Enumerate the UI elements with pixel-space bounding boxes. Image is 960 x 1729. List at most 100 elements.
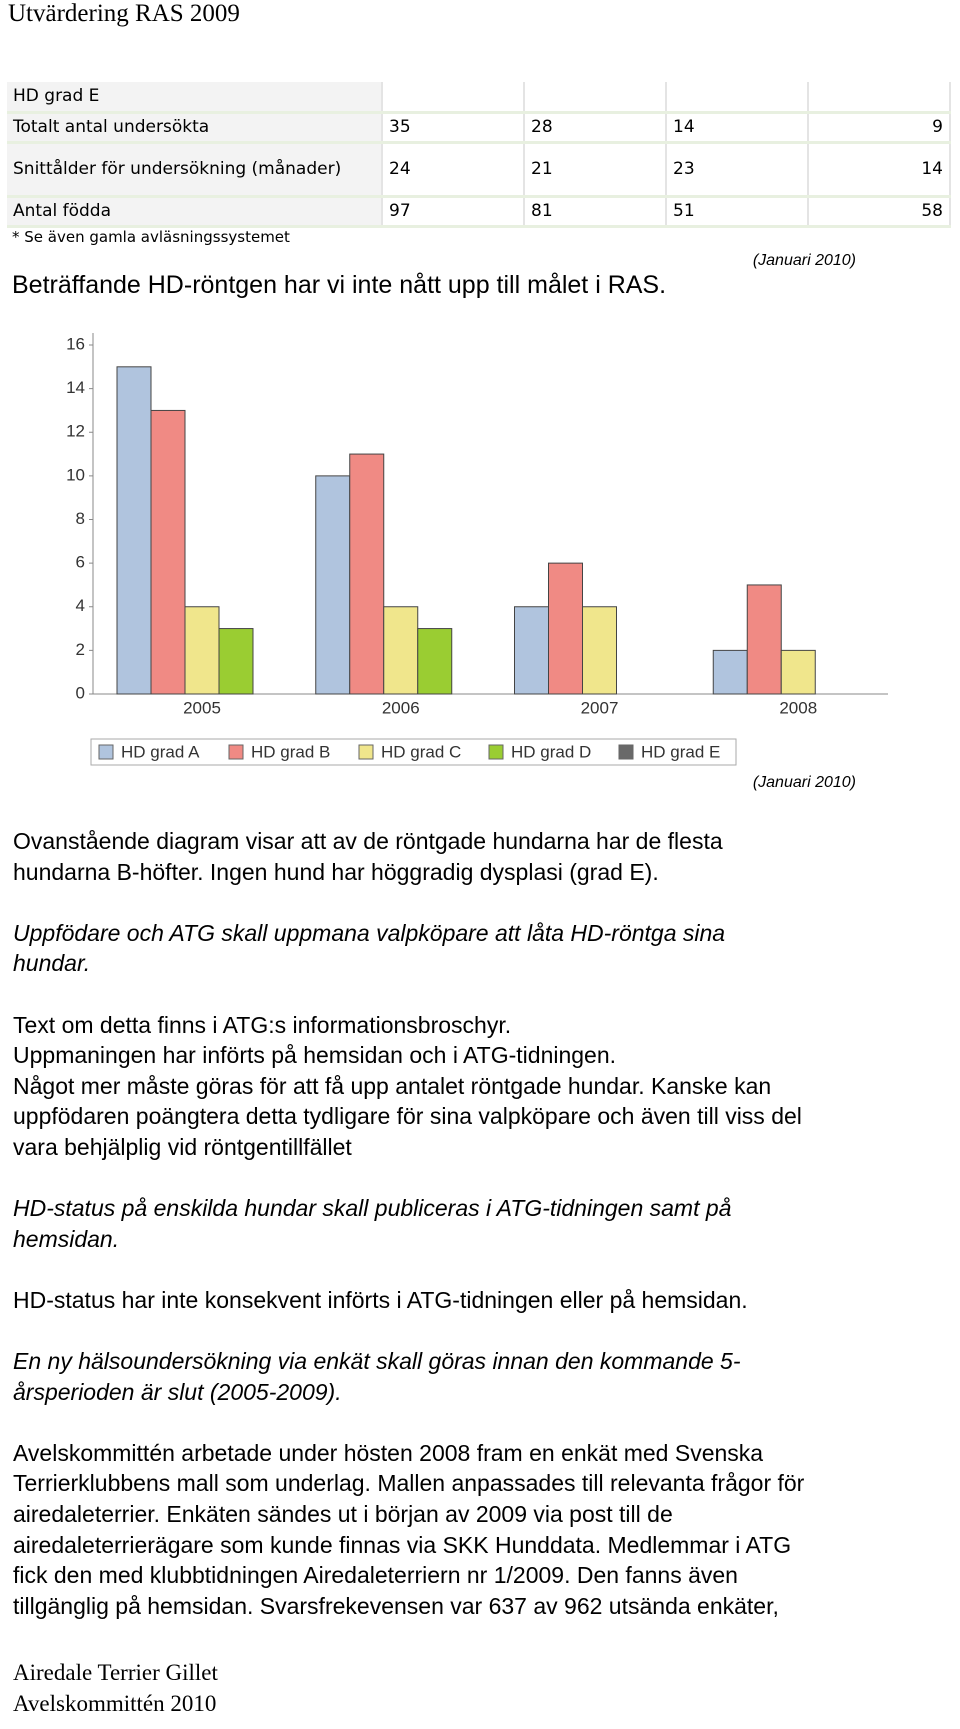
text-line: hemsidan.	[13, 1225, 120, 1252]
table-cell	[382, 82, 525, 114]
date: (Januari 2010)	[752, 774, 856, 791]
table-cell: 24	[382, 142, 525, 198]
legend-swatch	[228, 744, 244, 760]
chart: 0 2 4 6 8 10 12 14 16 2005 2006 2007 2008 HD grad A HD…	[66, 333, 888, 766]
y-tick-label: 8	[76, 509, 85, 528]
y-tick-label: 2	[76, 640, 85, 659]
text-line: En ny hälsoundersökning via enkät skall …	[13, 1348, 741, 1375]
text-line: Uppfödare och ATG skall uppmana valpköpa…	[13, 919, 726, 946]
table-cell: 51	[666, 196, 809, 228]
bar	[582, 606, 617, 695]
legend-label: HD grad C	[381, 742, 461, 761]
text-line: Ovanstående diagram visar att av de rönt…	[13, 828, 723, 854]
bar	[780, 649, 816, 695]
table-cell: Totalt antal undersökta	[7, 112, 383, 144]
y-tick-label: 16	[66, 334, 85, 353]
table-cell: 23	[666, 142, 809, 198]
text-line: Avelskommittén arbetade under hösten 200…	[13, 1439, 764, 1466]
footer-line: Airedale Terrier Gillet	[13, 1660, 218, 1685]
paragraph: HD-status på enskilda hundar skall publi…	[13, 1193, 953, 1254]
bar	[116, 366, 152, 695]
body-text: Ovanstående diagram visar att av de rönt…	[13, 826, 953, 1652]
text-line: årsperioden är slut (2005-2009).	[13, 1378, 342, 1405]
paragraph: En ny hälsoundersökning via enkät skall …	[13, 1346, 953, 1407]
paragraph: Uppfödare och ATG skall uppmana valpköpa…	[13, 918, 953, 979]
legend-label: HD grad E	[641, 742, 720, 761]
x-tick-label: 2007	[581, 698, 619, 717]
table-cell: 21	[524, 142, 667, 198]
table-cell: Antal födda	[7, 196, 383, 228]
table-row: HD grad E	[7, 82, 951, 114]
y-tick-label: 10	[66, 465, 85, 484]
table-cell: 97	[382, 196, 525, 228]
bar	[349, 453, 385, 695]
y-tick-label: 6	[76, 553, 85, 572]
text-line: hundarna B-höfter. Ingen hund har höggra…	[13, 858, 659, 885]
text-line: HD-status på enskilda hundar skall publi…	[13, 1195, 732, 1222]
x-tick-label: 2005	[183, 698, 221, 717]
bar	[315, 475, 351, 695]
table-cell: HD grad E	[7, 82, 383, 114]
legend-label: HD grad D	[511, 742, 591, 761]
bar	[712, 649, 748, 695]
table-cell: 58	[808, 196, 951, 228]
table-cell: 81	[524, 196, 667, 228]
paragraph: Text om detta finns i ATG:s informations…	[13, 1010, 953, 1163]
table-cell: 9	[808, 112, 951, 144]
y-tick-label: 0	[76, 683, 85, 702]
bar	[417, 628, 453, 695]
text-line: airedaleterrier. Enkäten sändes ut i bör…	[13, 1501, 673, 1528]
x-tick-label: 2008	[779, 698, 817, 717]
text-line: HD-status har inte konsekvent införts i …	[13, 1286, 748, 1313]
text-line: vara behjälplig vid röntgentillfället	[13, 1133, 352, 1160]
footer-line: Avelskommittén 2010	[13, 1691, 217, 1716]
text-line: Terrierklubbens mall som underlag. Malle…	[13, 1470, 805, 1497]
legend-swatch	[488, 744, 504, 760]
date: (Januari 2010)	[752, 252, 856, 269]
table-cell: 14	[666, 112, 809, 144]
paragraph: Ovanstående diagram visar att av de rönt…	[13, 826, 953, 887]
legend-label: HD grad A	[121, 742, 200, 761]
bar	[184, 606, 220, 695]
text-line: Något mer måste göras för att få upp ant…	[13, 1072, 772, 1099]
table-cell	[524, 82, 667, 114]
legend-swatch	[98, 744, 114, 760]
bar	[383, 606, 419, 695]
page-title: Utvärdering RAS 2009	[8, 0, 240, 27]
legend-label: HD grad B	[251, 742, 330, 761]
table-cell: 35	[382, 112, 525, 144]
y-tick-label: 12	[66, 422, 85, 441]
paragraph: Avelskommittén arbetade under hösten 200…	[13, 1438, 953, 1622]
y-tick-label: 4	[76, 596, 85, 615]
table-cell	[666, 82, 809, 114]
table-cell: 28	[524, 112, 667, 144]
footer: Airedale Terrier Gillet Avelskommittén 20…	[13, 1657, 218, 1719]
text-line: hundar.	[13, 950, 91, 977]
table-cell: Snittålder för undersökning (månader)	[7, 142, 383, 198]
bar	[150, 409, 186, 695]
x-tick-label: 2006	[382, 698, 420, 717]
legend-swatch	[358, 744, 374, 760]
text-line: Text om detta finns i ATG:s informations…	[13, 1011, 512, 1038]
note: * Se även gamla avläsningssystemet	[12, 228, 290, 246]
text-line: Uppmaningen har införts på hemsidan och …	[13, 1042, 617, 1069]
text-line: airedaleterrierägare som kunde finnas vi…	[13, 1531, 792, 1558]
bar	[548, 562, 583, 695]
table-cell	[808, 82, 951, 114]
text-line: uppfödaren poängtera detta tydligare för…	[13, 1103, 802, 1130]
paragraph: HD-status har inte konsekvent införts i …	[13, 1285, 953, 1316]
text-line: fick den med klubbtidningen Airedaleterr…	[13, 1562, 738, 1589]
table-row: Snittålder för undersökning (månader) 24 2…	[7, 142, 951, 198]
text-line: tillgänglig på hemsidan. Svarsfrekevense…	[13, 1592, 779, 1619]
table-cell: 14	[808, 142, 951, 198]
bar	[218, 628, 254, 695]
legend-swatch	[618, 744, 634, 760]
y-tick-label: 14	[66, 378, 85, 397]
summary: Beträffande HD-röntgen har vi inte nått …	[12, 271, 667, 299]
bar	[514, 606, 549, 695]
table: HD grad E Totalt antal undersökta 35 28 14 9 S…	[7, 82, 951, 228]
bar	[746, 584, 782, 695]
table-row: Totalt antal undersökta 35 28 14 9	[7, 112, 951, 144]
table-row: Antal födda 97 81 51 58	[7, 196, 951, 228]
